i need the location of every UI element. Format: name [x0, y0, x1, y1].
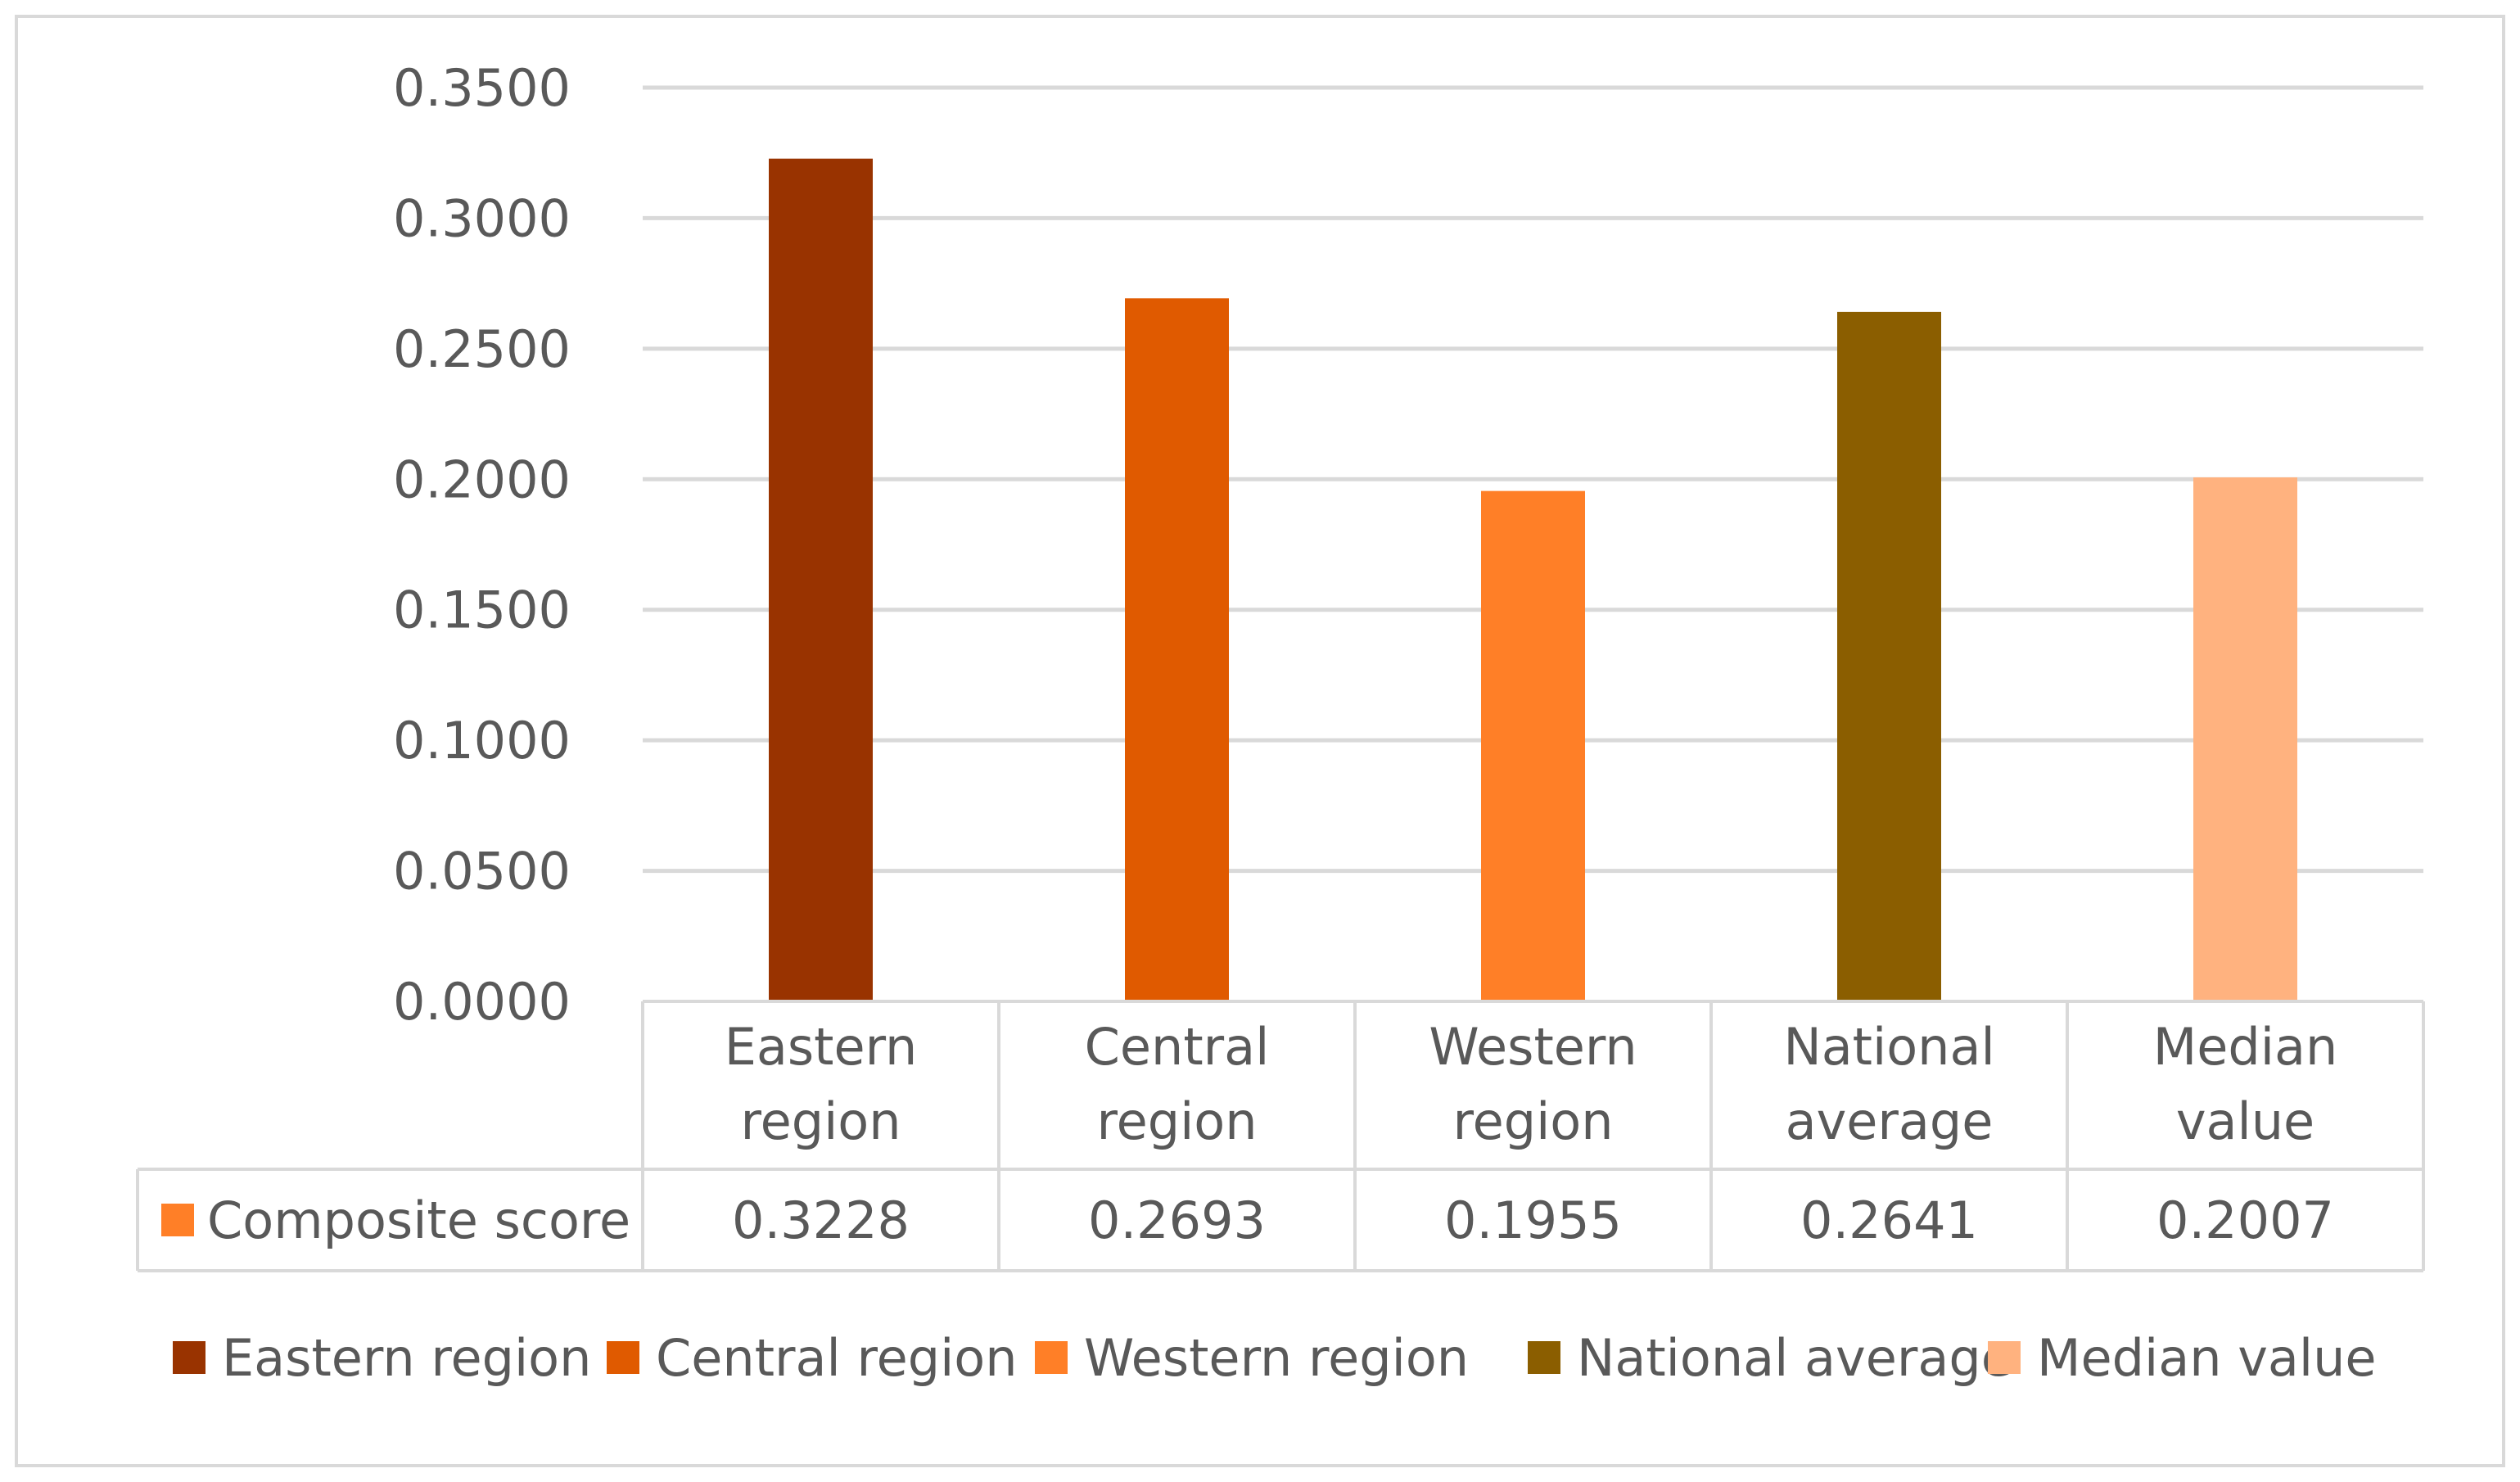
- bar: [1125, 298, 1229, 1001]
- data-value-label: 0.3228: [732, 1191, 910, 1250]
- category-label: region: [740, 1091, 901, 1151]
- data-value-label: 0.1955: [1444, 1191, 1622, 1250]
- y-tick-label: 0.2500: [393, 319, 571, 379]
- category-label: Eastern: [725, 1017, 918, 1077]
- legend-swatch: [607, 1341, 639, 1374]
- data-value-label: 0.2007: [2156, 1191, 2334, 1250]
- y-axis-ticks: 0.0000 0.0500 0.1000 0.1500 0.2000 0.2500 0.30…: [393, 58, 571, 1032]
- legend-swatch: [1528, 1341, 1560, 1374]
- category-label: National: [1783, 1017, 1994, 1077]
- data-table: Eastern region Central region Western region N…: [136, 1000, 2425, 1272]
- y-tick-label: 0.1500: [393, 581, 571, 640]
- legend-label: National average: [1577, 1328, 2012, 1388]
- legend-label: Median value: [2037, 1328, 2377, 1388]
- bars: [769, 158, 2297, 1002]
- category-label: value: [2176, 1091, 2315, 1151]
- category-label: Median: [2153, 1017, 2338, 1077]
- y-tick-label: 0.0500: [393, 842, 571, 901]
- legend-label: Western region: [1084, 1328, 1469, 1388]
- y-tick-label: 0.1000: [393, 711, 571, 770]
- category-label: region: [1452, 1091, 1613, 1151]
- legend-label: Eastern region: [222, 1328, 591, 1388]
- category-label: Central: [1085, 1017, 1270, 1077]
- legend-label: Central region: [656, 1328, 1018, 1388]
- bar: [2193, 477, 2297, 1001]
- data-value-label: 0.2693: [1088, 1191, 1266, 1250]
- series-name: Composite score: [207, 1191, 630, 1250]
- y-tick-label: 0.3000: [393, 188, 571, 248]
- y-tick-label: 0.3500: [393, 58, 571, 118]
- legend: Eastern region Central region Western regi…: [173, 1328, 2377, 1388]
- series-key: [161, 1204, 194, 1236]
- legend-swatch: [173, 1341, 205, 1374]
- bar: [1837, 311, 1941, 1001]
- bar: [1481, 490, 1585, 1001]
- category-label: region: [1096, 1091, 1257, 1151]
- category-label: average: [1786, 1091, 1994, 1151]
- gridlines: [643, 85, 2423, 874]
- y-tick-label: 0.2000: [393, 450, 571, 509]
- legend-swatch: [1988, 1341, 2021, 1374]
- y-tick-label: 0.0000: [393, 972, 571, 1032]
- legend-swatch: [1035, 1341, 1068, 1374]
- data-value-label: 0.2641: [1800, 1191, 1978, 1250]
- bar: [769, 158, 873, 1002]
- category-label: Western: [1429, 1017, 1637, 1077]
